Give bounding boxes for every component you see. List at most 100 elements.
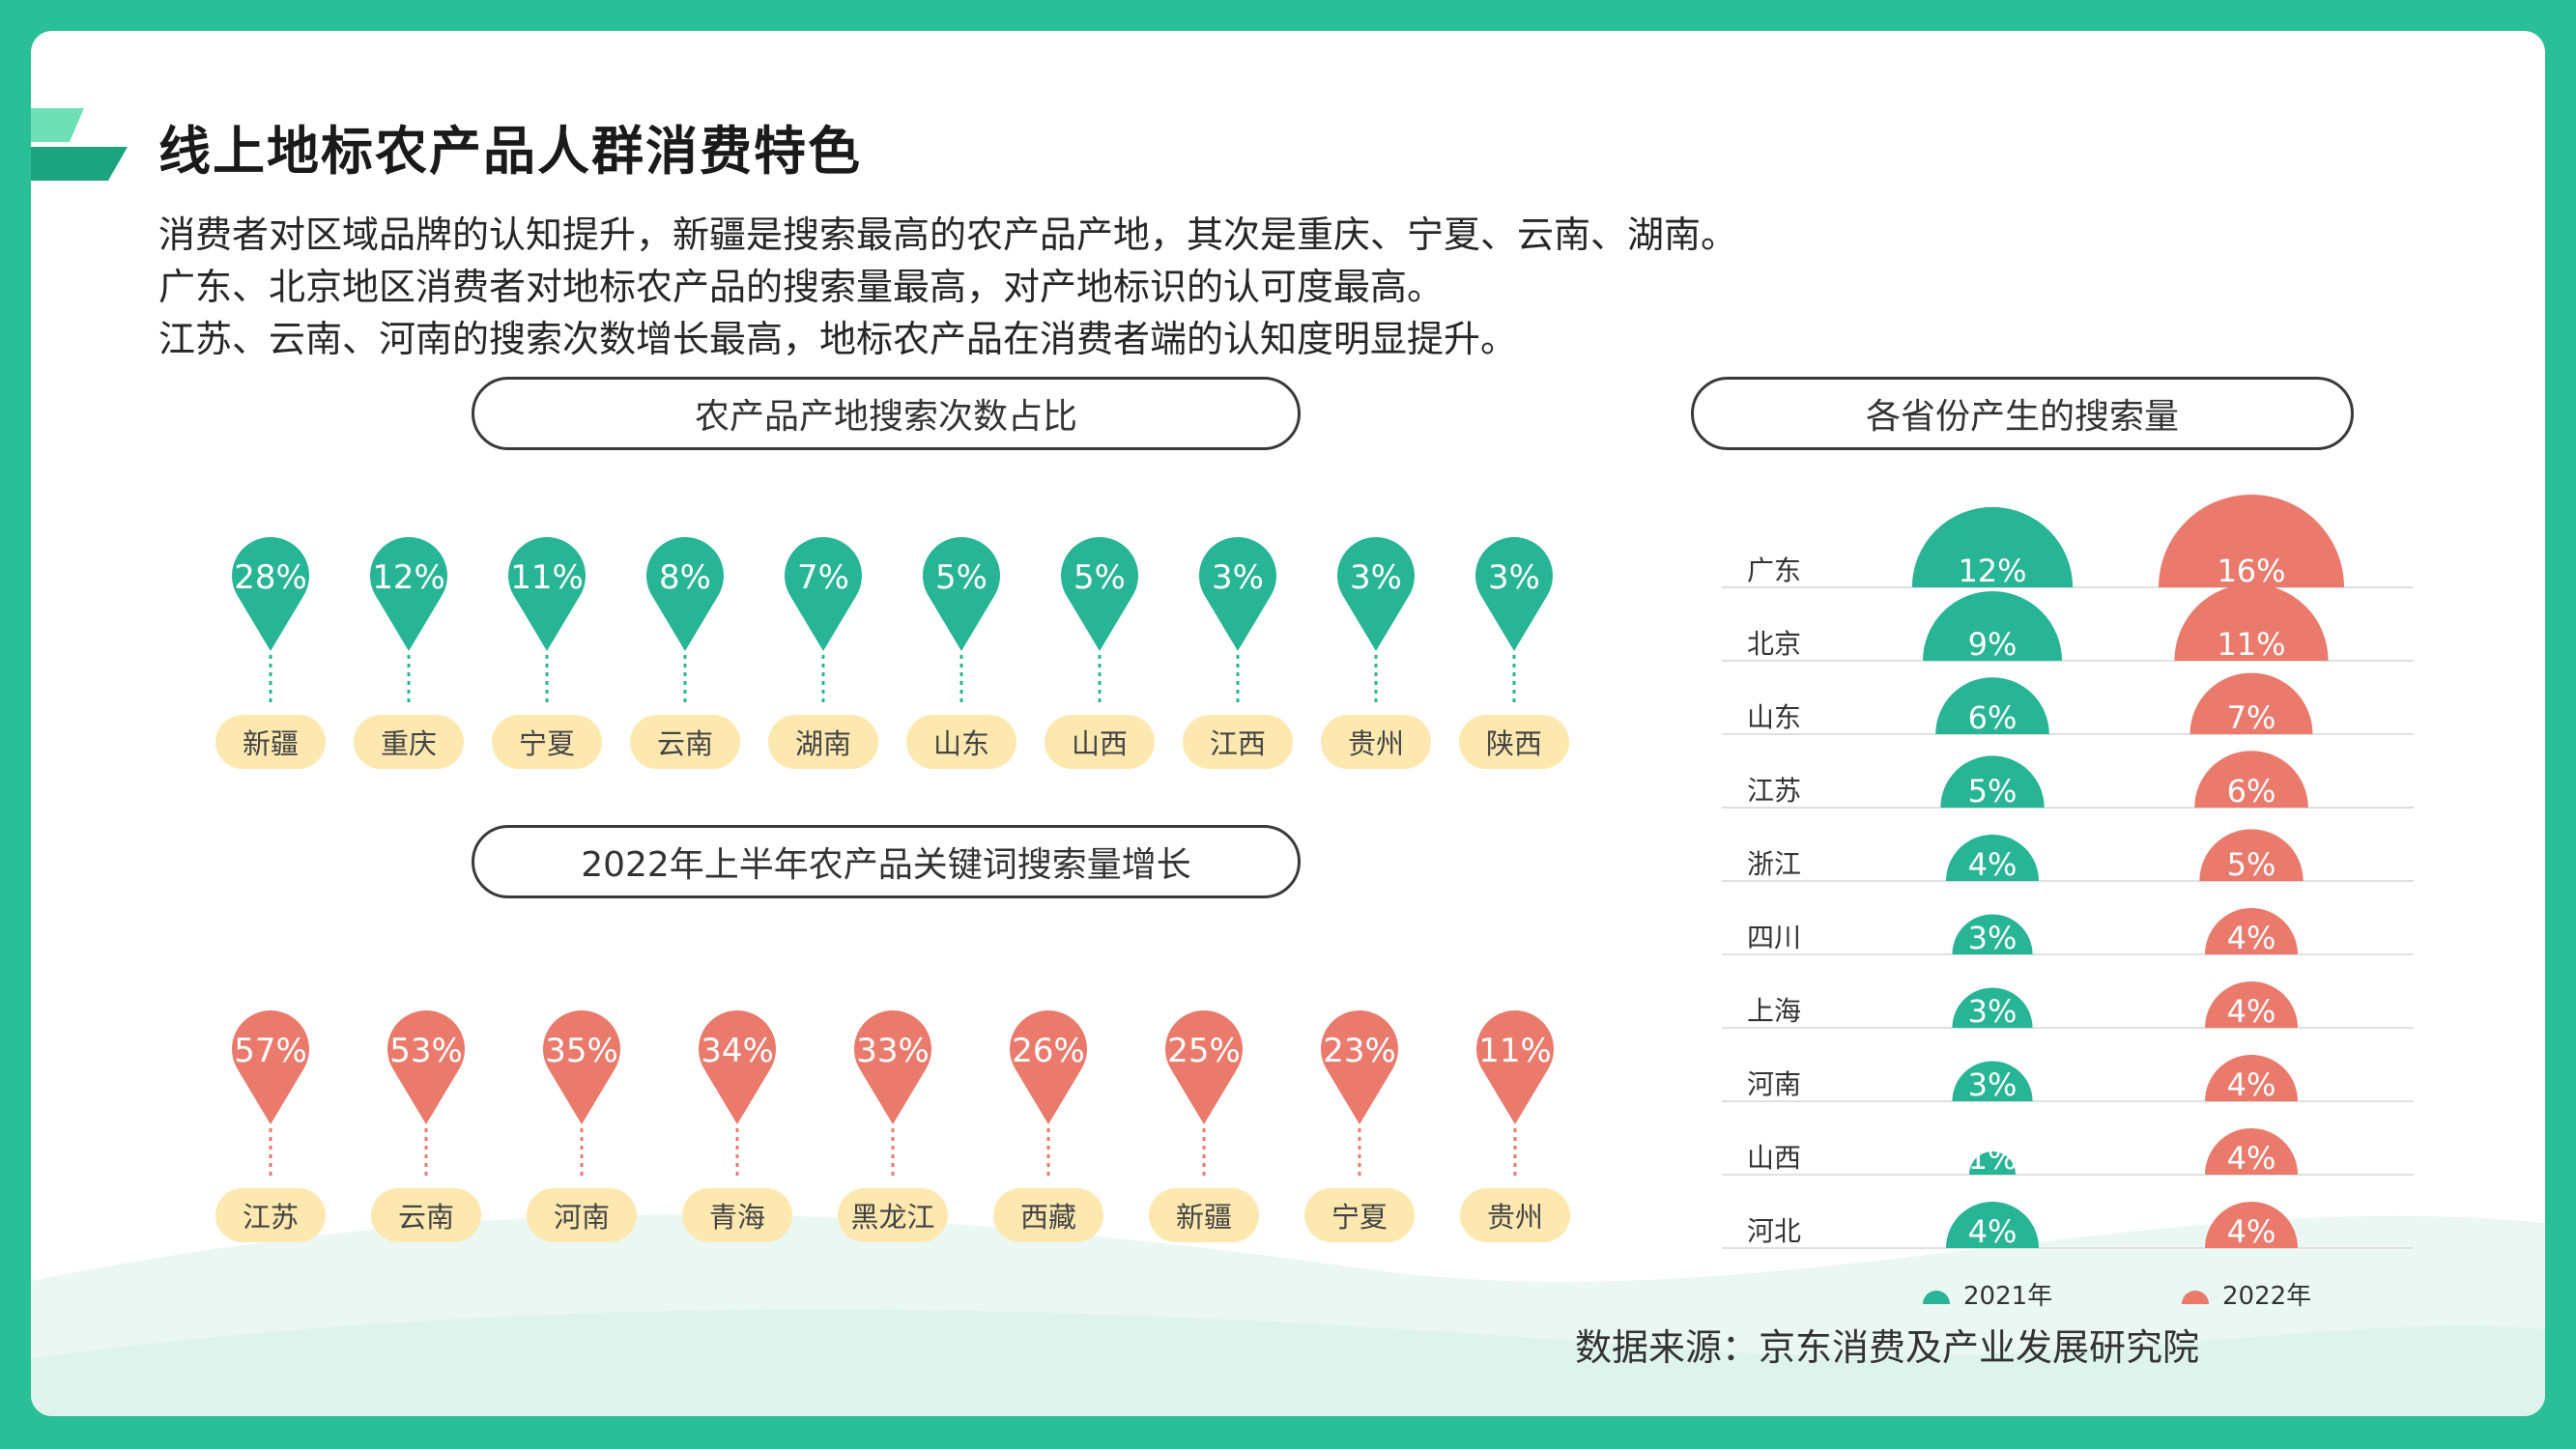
description-line-3: 江苏、云南、河南的搜索次数增长最高，地标农产品在消费者端的认知度明显提升。	[158, 318, 1518, 360]
province-row: 江苏 5% 6%	[1722, 751, 2414, 810]
legend-label: 2021年	[1963, 1282, 2052, 1311]
dome-2022	[2205, 1128, 2298, 1175]
category-label: 云南	[657, 727, 713, 760]
dome-2021	[1969, 1151, 2016, 1175]
dome-value-label: 3%	[1968, 993, 2018, 1030]
dome-2022	[2194, 751, 2308, 808]
dome-value-label: 4%	[2227, 993, 2276, 1030]
pin-value-label: 3%	[1350, 558, 1402, 597]
category-label: 湖南	[795, 727, 851, 760]
pin-9: 11% 贵州	[1460, 1010, 1570, 1242]
category-tag	[1459, 715, 1569, 769]
pin-marker	[1337, 537, 1415, 651]
province-row: 四川 3% 4%	[1722, 908, 2414, 956]
growth-chart: 57% 江苏 53% 云南 35% 河南 34% 青海 33% 黑龙江 26% 西藏 25% 新疆 23% 宁…	[215, 1010, 1570, 1242]
dome-2021	[1952, 914, 2033, 954]
background-wave	[31, 1214, 2545, 1416]
pin-5: 7% 湖南	[768, 537, 878, 769]
pin-value-label: 23%	[1323, 1032, 1396, 1070]
province-label: 河南	[1747, 1068, 1801, 1100]
page-title: 线上地标农产品人群消费特色	[158, 121, 862, 182]
dome-value-label: 4%	[2227, 1066, 2276, 1103]
category-label: 宁夏	[1331, 1201, 1388, 1234]
category-tag	[1321, 715, 1431, 769]
province-label: 山西	[1747, 1142, 1801, 1174]
pin-value-label: 35%	[545, 1032, 618, 1070]
province-row: 北京 9% 11%	[1722, 583, 2414, 663]
province-row: 河北 4% 4%	[1722, 1202, 2414, 1250]
province-search-chart: 广东 12% 16%北京 9% 11%山东 6% 7%江苏 5% 6%浙江 4% 5%四川 3% 4%上…	[1722, 495, 2414, 1311]
province-label: 四川	[1747, 922, 1801, 953]
dome-value-label: 4%	[2227, 1140, 2276, 1177]
slide: 线上地标农产品人群消费特色 消费者对区域品牌的认知提升，新疆是搜索最高的农产品产…	[31, 31, 2545, 1416]
dome-value-label: 11%	[2217, 626, 2285, 663]
pin-value-label: 28%	[234, 558, 307, 597]
pin-marker	[646, 537, 724, 651]
category-label: 陕西	[1486, 727, 1542, 760]
growth-chart-title: 2022年上半年农产品关键词搜索量增长	[472, 825, 1301, 898]
category-label: 山东	[933, 727, 989, 760]
category-label: 重庆	[381, 727, 437, 760]
legend-label: 2022年	[2222, 1282, 2311, 1311]
pin-8: 3% 江西	[1183, 537, 1293, 769]
dome-2021	[1940, 755, 2045, 808]
category-tag	[215, 715, 326, 769]
category-label: 贵州	[1487, 1201, 1543, 1234]
category-label: 江西	[1210, 727, 1266, 760]
dome-2021	[1946, 1202, 2039, 1248]
province-label: 广东	[1747, 554, 1801, 586]
category-label: 山西	[1072, 727, 1128, 760]
pin-6: 26% 西藏	[993, 1010, 1103, 1242]
dome-2022	[2205, 981, 2298, 1028]
province-row: 浙江 4% 5%	[1722, 829, 2414, 883]
dome-value-label: 5%	[1968, 773, 2018, 810]
province-label: 北京	[1747, 628, 1801, 660]
category-tag	[838, 1188, 948, 1242]
province-label: 上海	[1747, 995, 1801, 1027]
category-tag	[1149, 1188, 1259, 1242]
province-label: 江苏	[1747, 775, 1801, 807]
pin-marker	[785, 537, 862, 651]
dome-2022	[2159, 495, 2344, 587]
legend-swatch	[1923, 1291, 1950, 1304]
pin-value-label: 11%	[1478, 1032, 1552, 1070]
pin-value-label: 3%	[1212, 558, 1264, 597]
category-tag	[906, 715, 1016, 769]
dome-2021	[1935, 677, 2049, 734]
dome-2021	[1911, 506, 2074, 587]
pin-1: 28% 新疆	[215, 537, 326, 769]
category-label: 宁夏	[519, 727, 575, 760]
category-tag	[768, 715, 878, 769]
pin-value-label: 8%	[659, 558, 711, 597]
province-row: 山东 6% 7%	[1722, 672, 2414, 736]
dome-2022	[2205, 1055, 2298, 1101]
dome-value-label: 7%	[2227, 699, 2276, 736]
pin-marker	[543, 1010, 620, 1124]
pin-2: 53% 云南	[371, 1010, 481, 1242]
category-label: 新疆	[243, 727, 299, 760]
pin-value-label: 53%	[389, 1032, 463, 1070]
pin-value-label: 25%	[1167, 1032, 1241, 1070]
pin-value-label: 11%	[510, 558, 584, 597]
dome-2022	[2205, 908, 2298, 954]
pin-2: 12% 重庆	[354, 537, 464, 769]
province-row: 上海 3% 4%	[1722, 981, 2414, 1030]
dome-value-label: 4%	[1968, 846, 2018, 883]
origin-share-chart-title: 农产品产地搜索次数占比	[472, 377, 1301, 450]
pin-marker	[923, 537, 1000, 651]
pin-3: 35% 河南	[527, 1010, 637, 1242]
pin-marker	[1321, 1010, 1398, 1124]
dome-2021	[1952, 987, 2033, 1028]
pin-value-label: 26%	[1012, 1032, 1085, 1070]
dome-2022	[2205, 1202, 2298, 1248]
category-tag	[682, 1188, 792, 1242]
dome-value-label: 4%	[1968, 1213, 2018, 1250]
title-accent-icon	[31, 108, 128, 181]
province-label: 山东	[1747, 701, 1801, 733]
pin-value-label: 57%	[234, 1032, 307, 1070]
pin-6: 5% 山东	[906, 537, 1016, 769]
category-label: 贵州	[1348, 727, 1404, 760]
pin-3: 11% 宁夏	[492, 537, 602, 769]
category-label: 新疆	[1176, 1201, 1232, 1234]
category-tag	[492, 715, 602, 769]
